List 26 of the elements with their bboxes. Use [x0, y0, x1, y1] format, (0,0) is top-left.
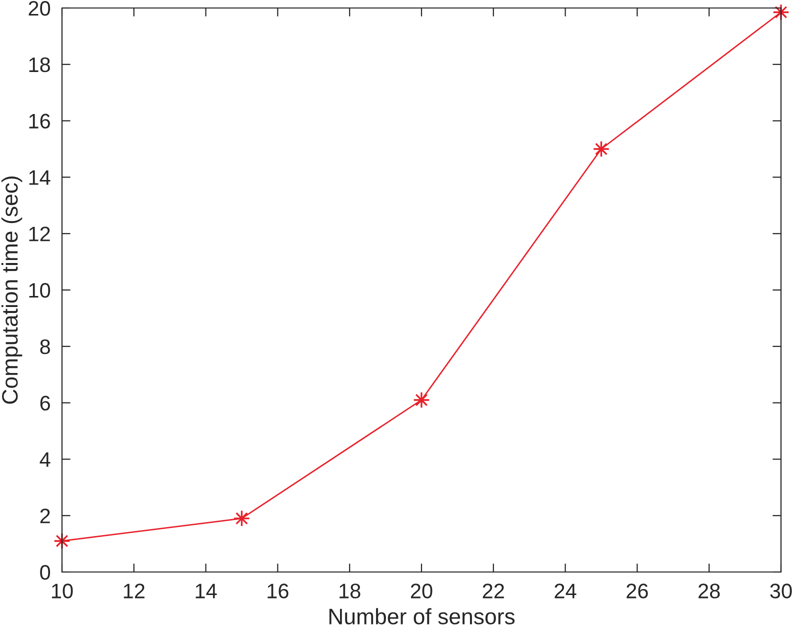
x-tick-label: 24	[554, 584, 576, 598]
y-tick-label: 12	[29, 226, 50, 242]
x-tick-label: 10	[52, 584, 73, 598]
x-tick-label: 28	[698, 584, 720, 598]
y-tick-label: 0	[40, 565, 50, 580]
point	[233, 510, 250, 527]
y-tick-label: 2	[40, 508, 50, 524]
x-tick-label: 22	[482, 584, 504, 598]
point	[413, 392, 430, 408]
x-axis-title: Number of sensors	[329, 608, 515, 624]
y-tick-label: 10	[29, 283, 50, 298]
x-tick-label: 30	[770, 584, 792, 598]
y-tick-label: 4	[40, 452, 50, 467]
x-tick-label: 16	[268, 584, 288, 598]
x-tick-label: 12	[124, 584, 144, 598]
x-tick-label: 18	[340, 584, 360, 598]
x-tick-label: 20	[410, 584, 432, 598]
y-tick-label: 14	[29, 170, 50, 185]
x-tick-label: 14	[196, 584, 217, 598]
x-tick-label: 26	[626, 584, 648, 598]
y-tick-label: 20	[28, 1, 50, 16]
y-tick-label: 6	[40, 396, 50, 411]
y-tick-label: 16	[29, 114, 50, 129]
y-tick-label: 18	[29, 57, 50, 72]
y-tick-label: 8	[40, 339, 50, 354]
y-axis-title: Computation time (sec)	[1, 176, 22, 404]
